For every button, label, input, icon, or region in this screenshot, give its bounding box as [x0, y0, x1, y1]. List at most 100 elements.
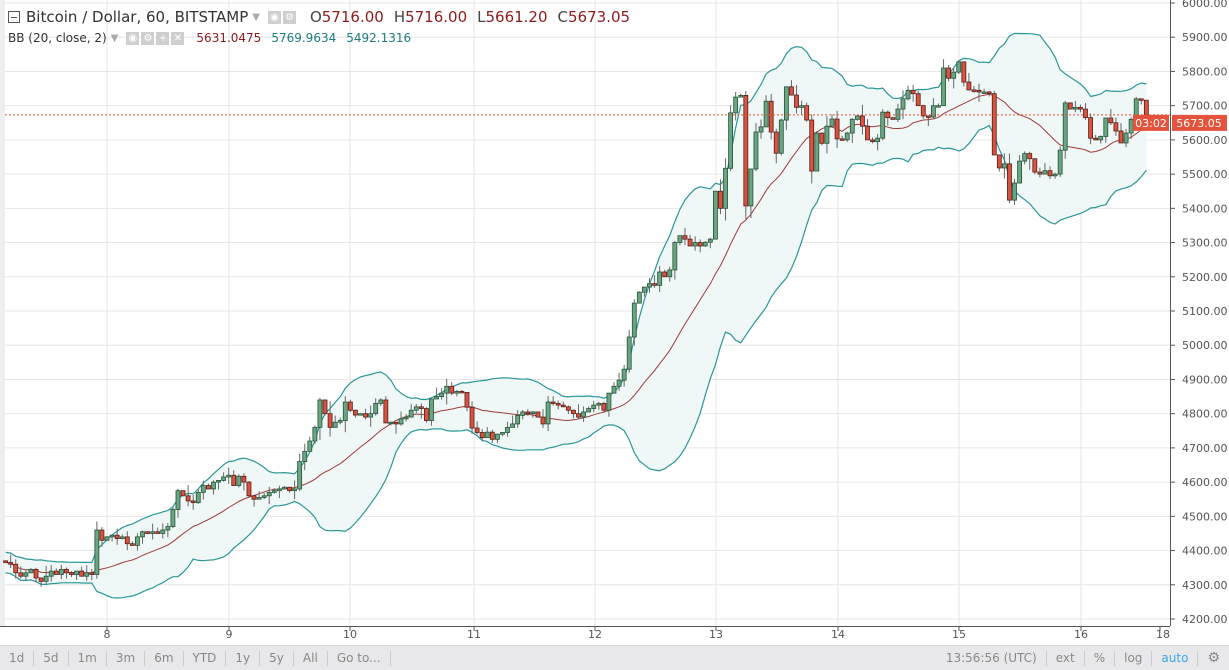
candle-up: [799, 105, 804, 108]
candle-down: [1093, 137, 1099, 141]
auto-toggle[interactable]: auto: [1152, 650, 1199, 666]
candle-down: [996, 154, 1002, 169]
candle-down: [1108, 117, 1114, 124]
low-value: L5661.20: [477, 8, 548, 26]
candle-up: [317, 399, 323, 428]
candle-down: [479, 432, 485, 439]
candle-down: [474, 427, 480, 433]
candle-down: [1037, 171, 1043, 175]
goto-button[interactable]: Go to...: [328, 650, 391, 666]
range-ytd[interactable]: YTD: [184, 650, 227, 666]
candle-up: [895, 108, 901, 120]
range-1y[interactable]: 1y: [226, 650, 261, 666]
gear-icon[interactable]: ⚙: [141, 31, 155, 45]
range-5y[interactable]: 5y: [260, 650, 294, 666]
candle-up: [1128, 118, 1134, 134]
left-scroll-handle[interactable]: [0, 0, 5, 626]
price-axis[interactable]: 6000.00 5900.00 5800.00 5700.00 5600.00 5500.…: [1170, 0, 1228, 626]
chevron-down-icon[interactable]: ▼: [252, 11, 260, 23]
price-tick-label: 4800.00: [1182, 408, 1228, 421]
candle-up: [226, 474, 232, 478]
candle-down: [576, 413, 581, 418]
candle-up: [165, 526, 171, 531]
candle-down: [601, 402, 607, 411]
candle-up: [621, 368, 627, 381]
close-icon[interactable]: ✕: [171, 31, 185, 45]
range-3m[interactable]: 3m: [107, 650, 146, 666]
time-tick-label: 13: [709, 628, 723, 641]
price-tick-label: 4700.00: [1182, 442, 1228, 455]
time-tick-label: 9: [226, 628, 233, 641]
ext-toggle[interactable]: ext: [1047, 650, 1085, 666]
candle-down: [205, 485, 211, 490]
gear-icon[interactable]: ⚙: [282, 10, 296, 24]
price-chart[interactable]: 6000.00 5900.00 5800.00 5700.00 5600.00 5500.…: [0, 0, 1229, 645]
settings-gear-icon[interactable]: ⚙: [1207, 649, 1220, 666]
candle-down: [794, 94, 799, 108]
candle-down: [114, 534, 120, 539]
bb-basis-value: 5631.0475: [196, 31, 262, 45]
candle-up: [1012, 182, 1017, 201]
candle-up: [135, 536, 140, 546]
candle-down: [464, 392, 470, 408]
range-all[interactable]: All: [294, 650, 328, 666]
candle-down: [287, 486, 292, 492]
candle-down: [322, 399, 328, 415]
candle-down: [79, 570, 85, 577]
collapse-icon[interactable]: [8, 11, 20, 23]
candle-up: [332, 421, 338, 428]
candle-down: [961, 61, 967, 83]
candle-down: [89, 572, 95, 575]
log-toggle[interactable]: log: [1115, 650, 1153, 666]
candle-up: [748, 168, 754, 207]
candle-up: [221, 476, 227, 481]
percent-toggle[interactable]: %: [1085, 650, 1116, 666]
plus-icon[interactable]: +: [156, 31, 170, 45]
indicator-title[interactable]: BB (20, close, 2): [8, 31, 107, 45]
range-5d[interactable]: 5d: [34, 650, 69, 666]
bb-upper-line: [5, 32, 1147, 564]
candle-down: [525, 411, 531, 415]
candle-up: [515, 414, 521, 425]
candle-down: [69, 572, 74, 575]
candle-up: [586, 408, 592, 413]
candle-up: [444, 385, 450, 394]
candle-up: [657, 271, 663, 286]
eye-icon[interactable]: ◉: [126, 31, 140, 45]
candle-down: [231, 474, 237, 486]
candle-down: [971, 89, 977, 92]
candle-down: [8, 562, 14, 565]
candle-down: [789, 86, 794, 96]
candle-up: [337, 420, 343, 423]
candle-down: [652, 283, 657, 286]
candle-down: [1083, 108, 1088, 119]
high-value: H5716.00: [393, 8, 468, 26]
last-price-value: 5673.05: [1176, 117, 1222, 130]
candle-up: [302, 450, 308, 462]
candle-down: [124, 536, 130, 545]
time-axis[interactable]: 8 9 10 11 12 13 14 15 16 18:00: [104, 626, 1188, 641]
candle-down: [550, 401, 556, 404]
candle-down: [986, 91, 992, 95]
candle-down: [129, 543, 135, 546]
clock[interactable]: 13:56:56 (UTC): [937, 650, 1047, 666]
candle-up: [591, 404, 597, 409]
range-1d[interactable]: 1d: [0, 650, 35, 666]
candle-up: [1042, 170, 1048, 175]
candle-up: [814, 132, 820, 172]
candle-up: [104, 536, 110, 541]
chevron-down-icon[interactable]: ▼: [110, 32, 119, 44]
candle-up: [160, 529, 166, 534]
candle-down: [347, 401, 353, 411]
candle-down: [540, 416, 546, 425]
symbol-title[interactable]: Bitcoin / Dollar, 60, BITSTAMP: [26, 8, 249, 26]
price-tick-label: 5500.00: [1182, 168, 1228, 181]
candle-up: [484, 431, 490, 439]
range-1m[interactable]: 1m: [69, 650, 107, 666]
candle-up: [175, 490, 181, 510]
eye-icon[interactable]: ◉: [267, 10, 281, 24]
candle-up: [195, 491, 201, 504]
candle-down: [860, 115, 865, 127]
range-6m[interactable]: 6m: [145, 650, 184, 666]
candle-up: [282, 486, 287, 490]
